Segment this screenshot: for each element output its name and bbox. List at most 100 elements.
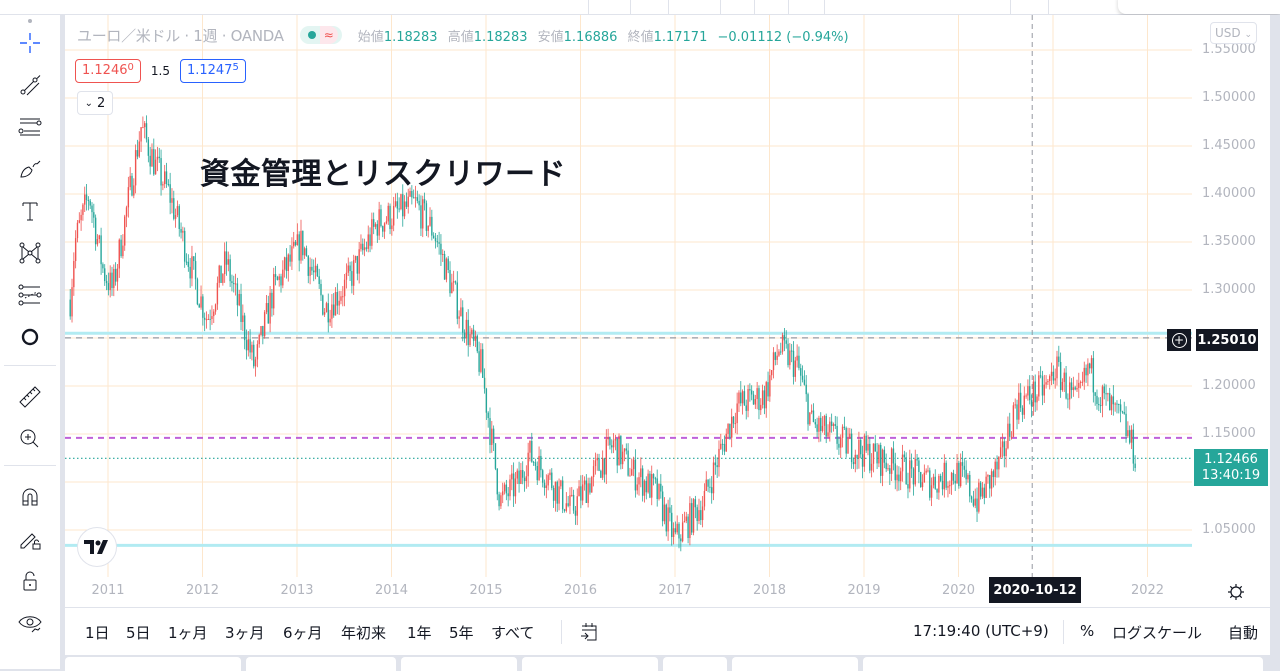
circle-tool[interactable] xyxy=(14,321,46,353)
pattern-tool[interactable] xyxy=(14,237,46,269)
range-1d[interactable]: 1日 xyxy=(85,624,110,642)
range-1m[interactable]: 1ヶ月 xyxy=(168,624,208,642)
toolbar-separator xyxy=(4,365,56,366)
chevron-down-icon: ⌄ xyxy=(1244,30,1253,40)
high-label: 高値 xyxy=(447,29,474,45)
toolbar-button[interactable] xyxy=(588,0,631,14)
buy-button[interactable]: 1.12475 xyxy=(179,59,246,83)
toolbar-button[interactable] xyxy=(754,0,789,14)
lock-drawing-tool[interactable] xyxy=(14,523,46,555)
chart-text-annotation[interactable]: 資金管理とリスクリワード xyxy=(200,157,566,192)
crosshair-price-tag: 1.25010 xyxy=(1196,329,1258,351)
panel-tab[interactable] xyxy=(246,657,396,671)
zoom-in-tool[interactable] xyxy=(14,423,46,455)
open-value: 1.18283 xyxy=(383,29,438,45)
symbol-title[interactable]: ユーロ／米ドル · 1週 · OANDA xyxy=(77,26,284,45)
panel-tab[interactable] xyxy=(65,657,241,671)
floating-drawing-toolbar[interactable] xyxy=(1118,0,1280,14)
range-1y[interactable]: 1年 xyxy=(407,624,432,642)
time-label: 2012 xyxy=(185,583,220,598)
currency-label: USD xyxy=(1215,26,1241,40)
time-label: 2017 xyxy=(658,583,692,598)
change-value: −0.01112 (−0.94%) xyxy=(717,29,849,45)
price-label: 1.15000 xyxy=(1202,426,1256,441)
lock-all-tool[interactable] xyxy=(14,565,46,597)
panel-tab[interactable] xyxy=(732,657,858,671)
brush-tool[interactable] xyxy=(14,153,46,185)
panel-tab[interactable] xyxy=(663,657,727,671)
toolbar-button[interactable] xyxy=(824,0,859,14)
range-6m[interactable]: 6ヶ月 xyxy=(283,624,323,642)
trend-line-tool[interactable] xyxy=(14,69,46,101)
last-price: 1.12466 xyxy=(1204,451,1258,467)
range-3m[interactable]: 3ヶ月 xyxy=(225,624,265,642)
time-label: 2011 xyxy=(91,583,125,598)
market-open-icon xyxy=(307,31,316,39)
time-label: 2018 xyxy=(752,583,787,598)
text-tool[interactable] xyxy=(14,195,46,227)
price-scale[interactable]: 1.55000 1.50000 1.45000 1.40000 1.35000 1.300… xyxy=(1167,15,1270,589)
log-scale-toggle[interactable]: ログスケール xyxy=(1112,624,1203,642)
eye-icon xyxy=(18,616,42,633)
goto-date-icon[interactable] xyxy=(577,620,601,644)
candlestick-chart[interactable] xyxy=(65,15,1192,577)
percent-toggle[interactable]: % xyxy=(1080,622,1095,640)
toolbar-button[interactable] xyxy=(720,0,755,14)
toolbar-button[interactable] xyxy=(668,0,721,14)
chart-settings-icon[interactable] xyxy=(1225,581,1247,603)
time-scale[interactable]: 2011 2012 2013 2014 2015 2016 2017 2018 2019 2020… xyxy=(65,577,1192,607)
toolbar-button[interactable] xyxy=(1048,0,1109,14)
brush-icon xyxy=(20,160,41,178)
high-value: 1.18283 xyxy=(473,29,528,45)
range-5y[interactable]: 5年 xyxy=(449,624,474,642)
toolbar-separator xyxy=(4,465,56,466)
drag-handle[interactable] xyxy=(28,19,32,23)
range-all[interactable]: すべて xyxy=(491,624,535,642)
circle-icon xyxy=(21,328,39,346)
toolbar-button[interactable] xyxy=(1010,0,1049,14)
price-label: 1.20000 xyxy=(1202,378,1256,393)
crosshair-icon xyxy=(20,33,40,53)
clock-time[interactable]: 17:19:40 (UTC+9) xyxy=(913,622,1049,640)
text-icon xyxy=(22,202,38,221)
toolbar-button[interactable] xyxy=(630,0,669,14)
bottom-toolbar: 1日 5日 1ヶ月 3ヶ月 6ヶ月 年初来 1年 5年 すべて 17:19:40… xyxy=(65,607,1270,656)
magnet-tool[interactable] xyxy=(14,481,46,513)
left-drawing-toolbar xyxy=(0,15,60,669)
collapse-indicators-button[interactable]: ⌄ 2 xyxy=(77,91,113,115)
spread-value: 1.5 xyxy=(150,64,170,78)
chart-legend: ユーロ／米ドル · 1週 · OANDA ≈ 始値1.18283 高値1.182… xyxy=(77,25,855,45)
horizontal-lines-tool[interactable] xyxy=(14,111,46,143)
price-label: 1.50000 xyxy=(1202,90,1256,105)
tradingview-logo[interactable] xyxy=(77,527,117,567)
forecast-tool[interactable] xyxy=(14,279,46,311)
add-alert-button[interactable]: + xyxy=(1167,329,1191,351)
market-status[interactable]: ≈ xyxy=(299,26,342,44)
trade-buttons: 1.12460 1.5 1.12475 xyxy=(75,59,246,83)
range-ytd[interactable]: 年初来 xyxy=(341,624,387,642)
panel-tab[interactable] xyxy=(863,657,1263,671)
chevron-down-icon: ⌄ xyxy=(84,97,94,109)
ruler-tool[interactable] xyxy=(14,381,46,413)
ohlc-values: 始値1.18283 高値1.18283 安値1.16886 終値1.17171 … xyxy=(358,26,855,45)
toolbar-button[interactable] xyxy=(788,0,825,14)
separator xyxy=(561,620,562,644)
pattern-icon xyxy=(19,242,41,264)
panel-tab[interactable] xyxy=(401,657,517,671)
bar-countdown: 13:40:19 xyxy=(1201,467,1261,483)
close-label: 終値 xyxy=(627,29,654,45)
range-5d[interactable]: 5日 xyxy=(126,624,151,642)
sell-button[interactable]: 1.12460 xyxy=(75,59,141,83)
low-label: 安値 xyxy=(537,29,564,45)
auto-scale-toggle[interactable]: 自動 xyxy=(1228,624,1259,642)
chart-pane[interactable]: ユーロ／米ドル · 1週 · OANDA ≈ 始値1.18283 高値1.182… xyxy=(65,15,1270,669)
tradingview-logo-icon xyxy=(84,540,108,554)
bottom-panel-tabs xyxy=(65,655,1270,671)
hide-drawings-tool[interactable] xyxy=(14,607,46,639)
currency-select[interactable]: USD ⌄ xyxy=(1210,22,1258,44)
price-label: 1.45000 xyxy=(1202,138,1256,153)
crosshair-tool[interactable] xyxy=(14,27,46,59)
panel-tab[interactable] xyxy=(522,657,658,671)
separator xyxy=(1063,620,1064,644)
time-label: 2019 xyxy=(847,583,881,598)
